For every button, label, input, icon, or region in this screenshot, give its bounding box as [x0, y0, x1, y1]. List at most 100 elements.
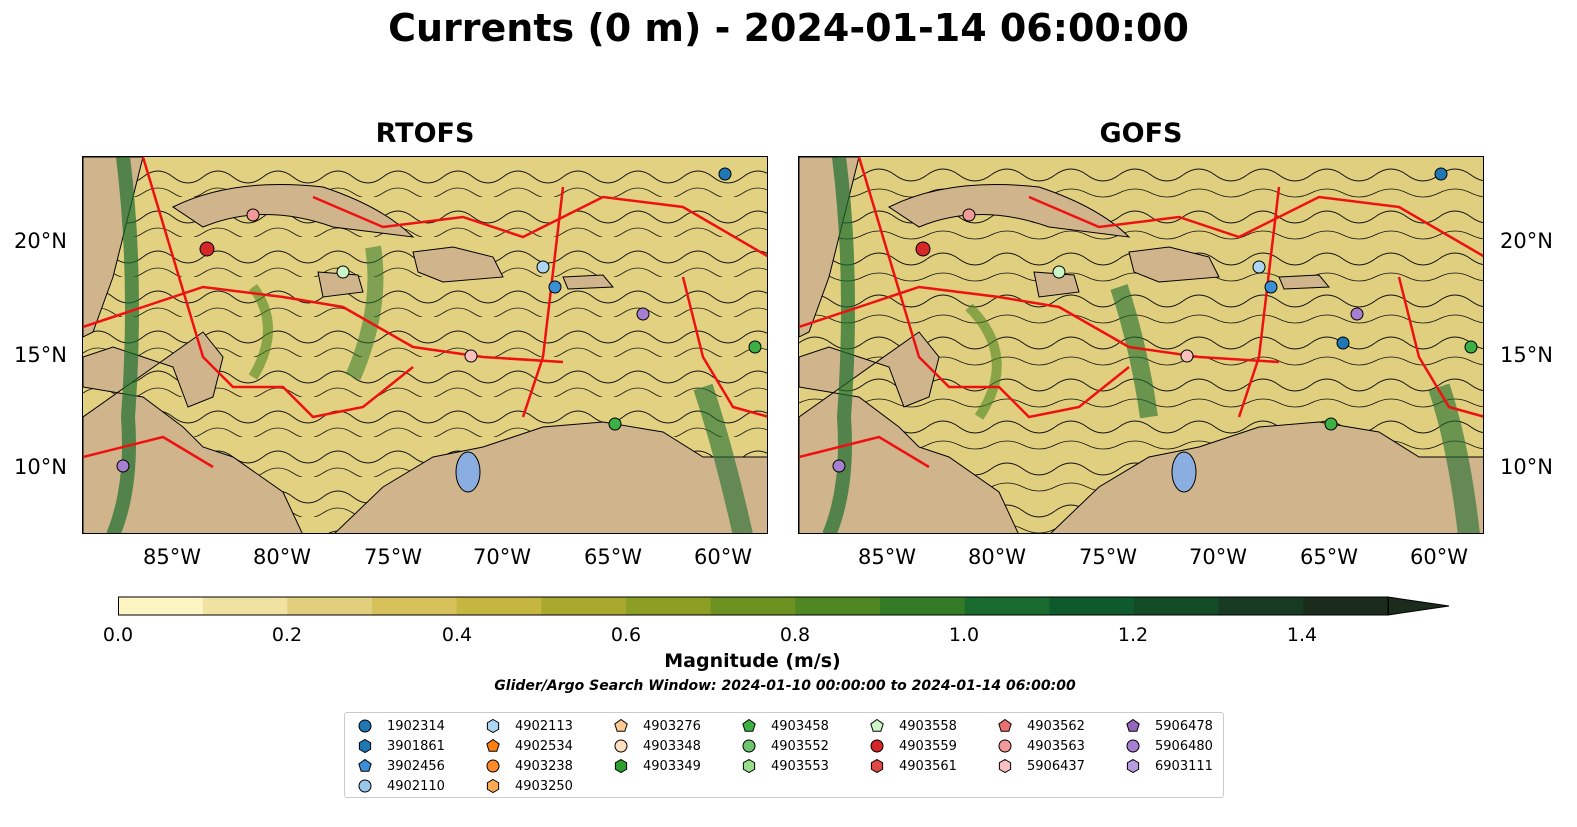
- hexagon-marker-icon: [486, 778, 500, 794]
- legend-item: 4903348: [613, 736, 701, 756]
- circle-marker-icon: [358, 779, 372, 793]
- legend-item-label: 4903553: [771, 758, 829, 774]
- lon-label-65w-right: 65°W: [1300, 545, 1358, 569]
- legend-item: 4903458: [741, 716, 829, 736]
- circle-marker-icon: [742, 739, 756, 753]
- search-window-text: Glider/Argo Search Window: 2024-01-10 00…: [494, 678, 1076, 694]
- legend-item: 5906480: [1125, 736, 1213, 756]
- colorbar-segment: [1218, 597, 1304, 615]
- legend-item: 4903559: [869, 736, 957, 756]
- pentagon-marker-icon: [358, 758, 372, 772]
- pentagon-marker-icon: [742, 718, 756, 732]
- colorbar-label: Magnitude (m/s): [664, 650, 841, 672]
- legend-item: 4903250: [485, 776, 573, 796]
- legend-item: 4902110: [357, 776, 445, 796]
- legend-item-label: 5906480: [1155, 738, 1213, 754]
- map-rtofs[interactable]: [82, 156, 768, 534]
- legend-item-label: 4902534: [515, 738, 573, 754]
- lon-label-85w-left: 85°W: [143, 545, 201, 569]
- lon-label-60w-left: 60°W: [694, 545, 752, 569]
- colorbar-segment: [880, 597, 966, 615]
- colorbar-tick-7: 1.4: [1286, 624, 1318, 646]
- lon-label-85w-right: 85°W: [858, 545, 916, 569]
- hexagon-marker-icon: [614, 758, 628, 774]
- legend-item-label: 4903558: [899, 718, 957, 734]
- pentagon-marker-icon: [870, 718, 884, 732]
- lat-label-20n-right: 20°N: [1500, 229, 1553, 253]
- main-title: Currents (0 m) - 2024-01-14 06:00:00: [388, 6, 1189, 50]
- colorbar-segment: [118, 597, 204, 615]
- colorbar-segment: [795, 597, 881, 615]
- lat-label-15n-left: 15°N: [14, 343, 67, 367]
- legend-item: 4903563: [997, 736, 1085, 756]
- legend-item-label: 4903238: [515, 758, 573, 774]
- circle-marker-icon: [614, 739, 628, 753]
- colorbar-segment: [626, 597, 712, 615]
- lat-label-10n-right: 10°N: [1500, 455, 1553, 479]
- legend-item: 4902113: [485, 716, 573, 736]
- legend-item-label: 4903276: [643, 718, 701, 734]
- lon-label-65w-left: 65°W: [584, 545, 642, 569]
- colorbar-segment: [964, 597, 1050, 615]
- colorbar-tick-3: 0.6: [610, 624, 642, 646]
- circle-marker-icon: [486, 759, 500, 773]
- colorbar-segment: [541, 597, 627, 615]
- legend-item-label: 4903561: [899, 758, 957, 774]
- circle-marker-icon: [358, 719, 372, 733]
- legend-item-label: 4902113: [515, 718, 573, 734]
- legend-item-label: 4903563: [1027, 738, 1085, 754]
- lat-label-10n-left: 10°N: [14, 455, 67, 479]
- legend-item-label: 4903349: [643, 758, 701, 774]
- colorbar-tick-4: 0.8: [779, 624, 811, 646]
- colorbar-segment: [202, 597, 288, 615]
- colorbar-segment: [456, 597, 542, 615]
- legend-item: 6903111: [1125, 756, 1213, 776]
- legend-item: 4902534: [485, 736, 573, 756]
- hexagon-marker-icon: [742, 758, 756, 774]
- circle-marker-icon: [870, 739, 884, 753]
- legend-item: 4903553: [741, 756, 829, 776]
- legend-item-label: 4903348: [643, 738, 701, 754]
- legend-item: 3901861: [357, 736, 445, 756]
- legend-item-label: 4903562: [1027, 718, 1085, 734]
- legend-item: 4903238: [485, 756, 573, 776]
- hexagon-marker-icon: [1126, 758, 1140, 774]
- pentagon-marker-icon: [486, 738, 500, 752]
- colorbar-segment: [1134, 597, 1220, 615]
- colorbar-segment: [287, 597, 373, 615]
- colorbar-tick-0: 0.0: [102, 624, 134, 646]
- lat-label-20n-left: 20°N: [14, 229, 67, 253]
- map-gofs[interactable]: [798, 156, 1484, 534]
- legend: 1902314 3901861 3902456 4902110 4902113 49025…: [344, 712, 1224, 798]
- legend-item-label: 5906478: [1155, 718, 1213, 734]
- hexagon-marker-icon: [870, 758, 884, 774]
- legend-item-label: 3902456: [387, 758, 445, 774]
- legend-item-label: 6903111: [1155, 758, 1213, 774]
- colorbar-extend-arrow: [1387, 596, 1450, 616]
- legend-item: 4903561: [869, 756, 957, 776]
- legend-item-label: 4903250: [515, 778, 573, 794]
- colorbar-tick-2: 0.4: [441, 624, 473, 646]
- colorbar-tick-6: 1.2: [1117, 624, 1149, 646]
- legend-item: 3902456: [357, 756, 445, 776]
- legend-item: 4903562: [997, 716, 1085, 736]
- legend-item-label: 4902110: [387, 778, 445, 794]
- legend-item-label: 4903458: [771, 718, 829, 734]
- colorbar-segment: [372, 597, 458, 615]
- circle-marker-icon: [1126, 739, 1140, 753]
- pentagon-marker-icon: [614, 718, 628, 732]
- legend-item: 5906437: [997, 756, 1085, 776]
- legend-item-label: 3901861: [387, 738, 445, 754]
- hexagon-marker-icon: [358, 738, 372, 754]
- colorbar-tick-1: 0.2: [271, 624, 303, 646]
- lon-label-80w-right: 80°W: [968, 545, 1026, 569]
- lon-label-70w-left: 70°W: [473, 545, 531, 569]
- circle-marker-icon: [998, 739, 1012, 753]
- colorbar-tick-5: 1.0: [948, 624, 980, 646]
- legend-item: 5906478: [1125, 716, 1213, 736]
- colorbar-segment: [710, 597, 796, 615]
- colorbar: [118, 596, 1450, 616]
- colorbar-segment: [1303, 597, 1389, 615]
- pentagon-marker-icon: [1126, 718, 1140, 732]
- legend-item: 4903349: [613, 756, 701, 776]
